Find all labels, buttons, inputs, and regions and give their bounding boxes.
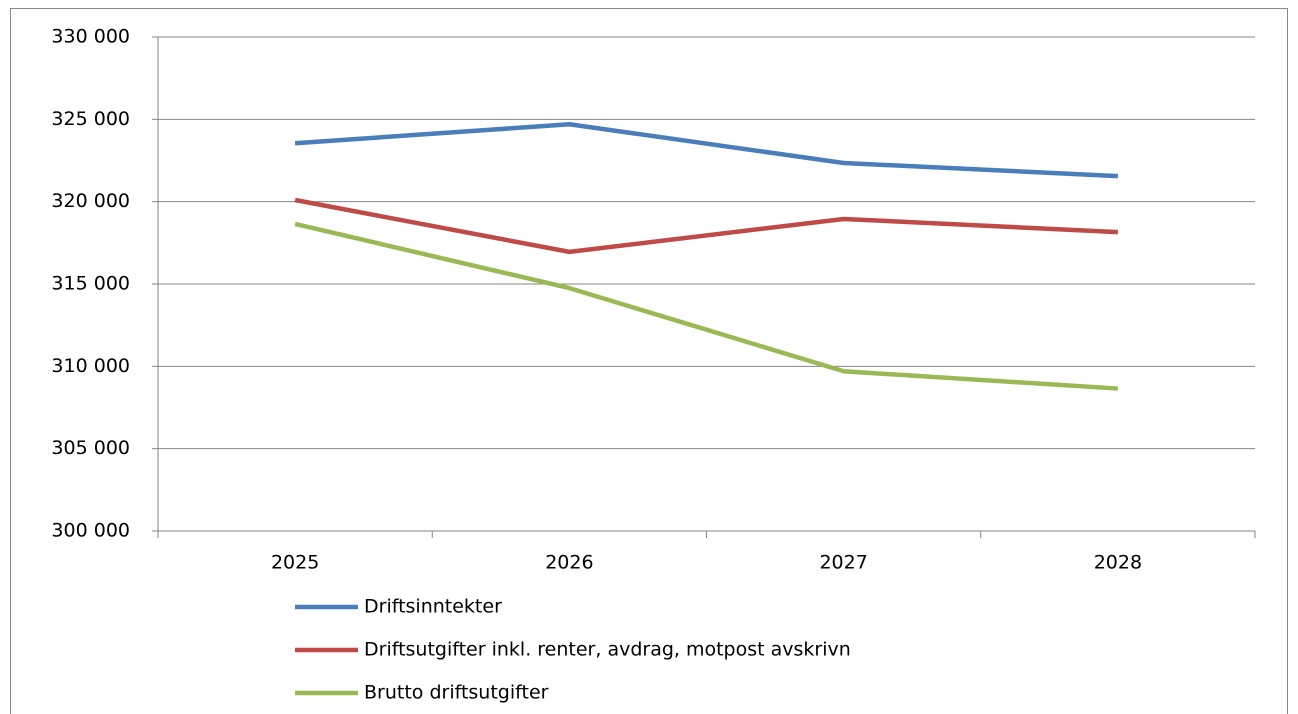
y-tick-label: 310 000 bbox=[51, 355, 130, 377]
series-line bbox=[294, 197, 1118, 255]
x-tick-label: 2025 bbox=[271, 552, 319, 574]
legend-label: Driftsinntekter bbox=[364, 596, 502, 618]
y-tick-label: 325 000 bbox=[51, 108, 130, 130]
y-tick-label: 305 000 bbox=[51, 437, 130, 459]
chart-frame bbox=[10, 8, 1288, 714]
y-tick-label: 330 000 bbox=[51, 26, 130, 48]
x-tick-label: 2027 bbox=[819, 552, 867, 574]
series-line bbox=[294, 122, 1118, 179]
y-tick-label: 320 000 bbox=[51, 190, 130, 212]
x-tick-label: 2026 bbox=[545, 552, 593, 574]
legend-label: Brutto driftsutgifter bbox=[364, 682, 549, 704]
y-tick-label: 315 000 bbox=[51, 273, 130, 295]
series-line bbox=[294, 221, 1119, 391]
legend-label: Driftsutgifter inkl. renter, avdrag, mot… bbox=[364, 639, 851, 661]
y-tick-label: 300 000 bbox=[51, 520, 130, 542]
x-tick-label: 2028 bbox=[1094, 552, 1142, 574]
